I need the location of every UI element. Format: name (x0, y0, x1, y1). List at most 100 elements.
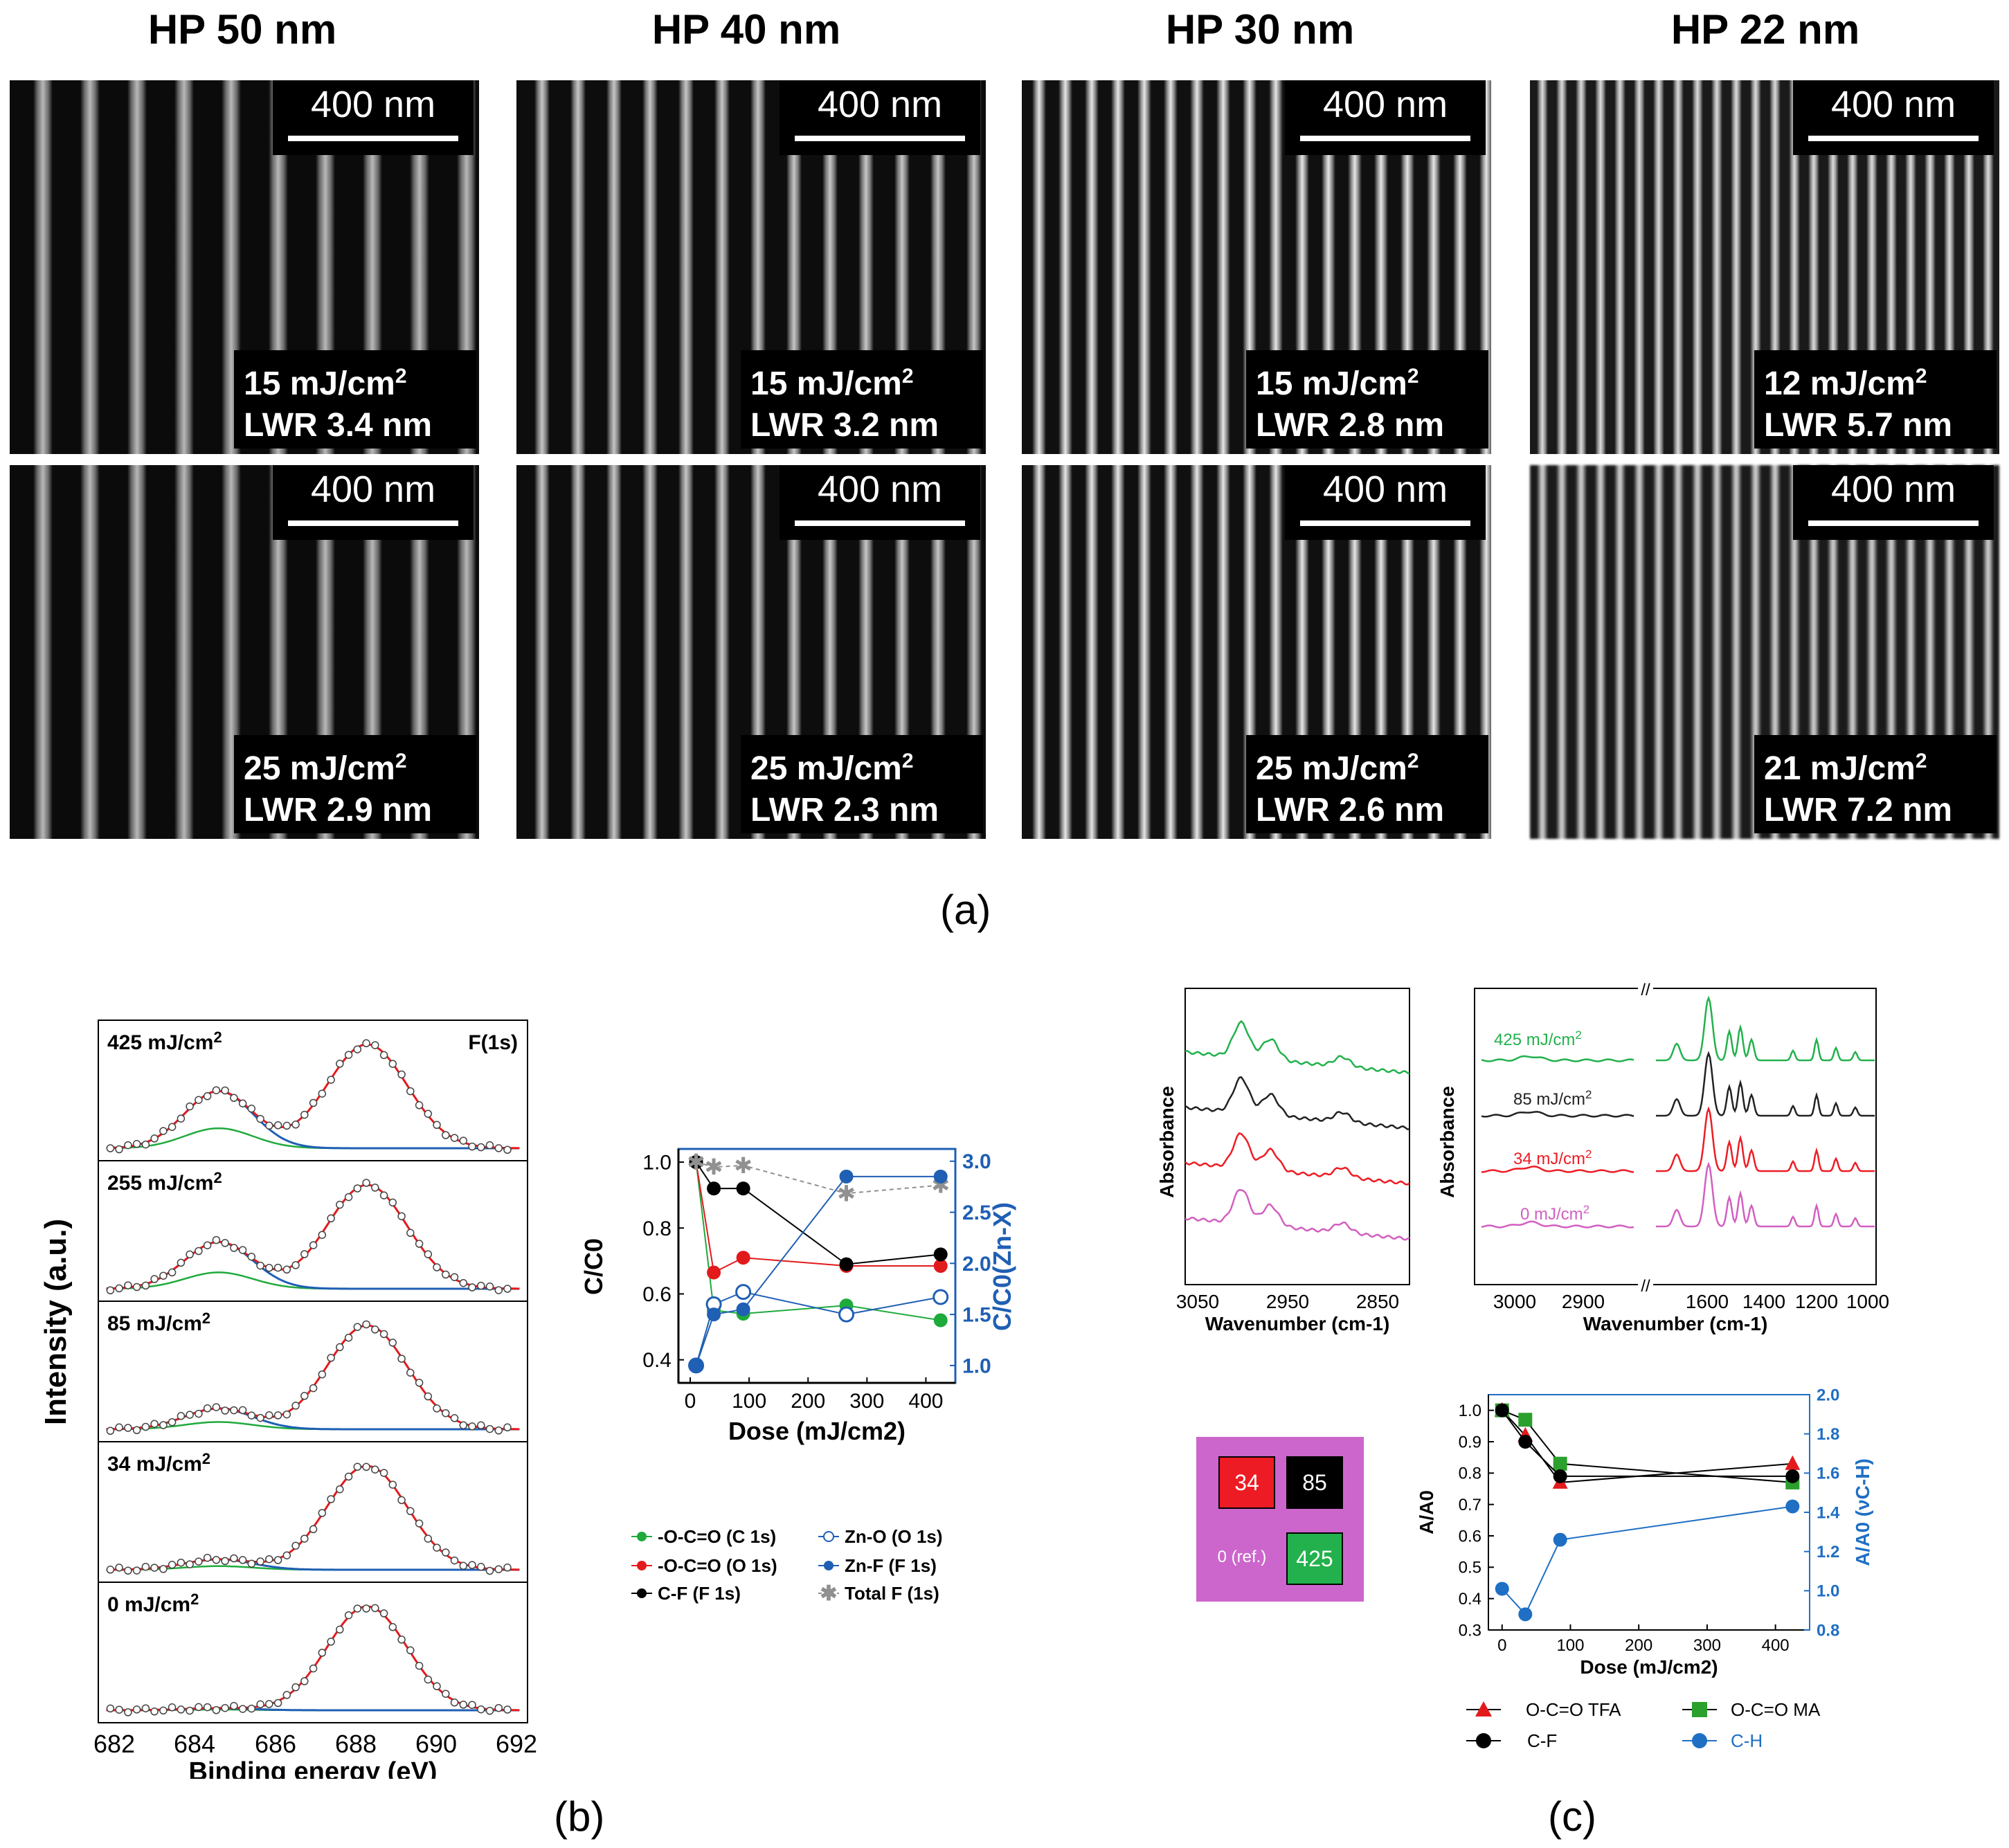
scale-label: 400 nm (1322, 84, 1448, 125)
scale-bar-box: 400 nm (273, 80, 474, 155)
dose-sup: 2 (395, 365, 407, 388)
xps-data-point (195, 1096, 203, 1104)
xps-data-point (230, 1406, 238, 1415)
sem-image-hp40-row1: 400 nm 15 mJ/cm2 LWR 3.2 nm (516, 80, 986, 454)
xps-data-point (415, 1661, 424, 1670)
legend-text: Total F (1s) (845, 1583, 939, 1604)
xps-data-point (442, 1690, 450, 1698)
dose-cell-425: 425 (1286, 1532, 1343, 1585)
lwr-label: LWR 2.6 nm (1256, 792, 1445, 828)
xps-data-point (494, 1703, 503, 1712)
xps-data-point (503, 1705, 512, 1714)
xps-data-point (115, 1423, 123, 1432)
xps-data-point (106, 1426, 115, 1435)
xps-data-point (468, 1283, 476, 1292)
scale-label: 400 nm (310, 469, 436, 510)
xps-data-point (424, 1675, 433, 1684)
xps-xlabel: Binding energy (eV) (189, 1757, 438, 1779)
xps-data-point (282, 1410, 291, 1419)
xps-data-point (115, 1564, 123, 1572)
y2-tick-label: 1.8 (1817, 1425, 1839, 1444)
xps-data-point (468, 1142, 476, 1151)
y-tick-label: 0.7 (1459, 1496, 1481, 1514)
data-point (1785, 1469, 1800, 1483)
xps-data-point (141, 1281, 150, 1290)
xps-xtick: 682 (93, 1730, 135, 1758)
dose-label: 15 mJ/cm (750, 365, 902, 402)
y-tick-label: 0.4 (1459, 1590, 1481, 1609)
dose-label: 15 mJ/cm (1256, 365, 1407, 402)
xps-fit-envelope (106, 1043, 520, 1150)
xps-data-point (291, 1683, 300, 1692)
xps-data-point (221, 1086, 229, 1095)
xps-data-point (344, 1193, 353, 1202)
legend-marker (637, 1588, 647, 1598)
scale-bar (288, 136, 458, 141)
dose-lwr-box: 25 mJ/cm2 LWR 2.9 nm (234, 735, 476, 833)
data-point (1785, 1455, 1801, 1470)
lwr-label: LWR 2.9 nm (244, 792, 433, 828)
xps-data-point (230, 1244, 238, 1252)
lwr-label: LWR 3.2 nm (750, 407, 939, 444)
ftir-right-xtick: 2900 (1562, 1291, 1605, 1312)
xps-data-point (309, 1525, 318, 1534)
xps-data-point (150, 1134, 159, 1143)
xps-data-point (282, 1551, 291, 1559)
xps-data-point (397, 1212, 406, 1220)
xps-data-point (442, 1131, 450, 1139)
data-point (1495, 1582, 1509, 1596)
xps-data-point (221, 1703, 229, 1712)
xps-data-point (106, 1144, 115, 1152)
xps-dose-labels: 425 mJ/cm2 255 mJ/cm2 85 mJ/cm2 34 mJ/cm… (107, 1029, 518, 1616)
aa0-plot-frame (1488, 1394, 1810, 1631)
cc0-ticks: 0 100 200 300 400 0.4 0.6 0.8 1.0 1.0 1.5 2.0 2.5 3.0 (642, 1150, 991, 1413)
xps-data-point (186, 1560, 194, 1568)
xps-data-point (300, 1250, 309, 1258)
data-point (933, 1247, 948, 1262)
ftir-right-xlabel: Wavenumber (cm-1) (1583, 1313, 1768, 1334)
xps-data-point (124, 1708, 132, 1716)
xps-data-point (238, 1705, 247, 1713)
xps-data-point (291, 1121, 300, 1129)
xps-data-point (477, 1143, 485, 1152)
y-tick-label: 0.8 (642, 1217, 672, 1240)
xps-data-point (442, 1408, 450, 1417)
legend-item-znf: Zn-F (F 1s) (818, 1555, 937, 1576)
xps-data-point (379, 1469, 388, 1477)
legend-marker (1692, 1733, 1707, 1748)
xps-data-point (336, 1343, 344, 1352)
scale-label: 400 nm (1830, 469, 1956, 510)
series-line (695, 1161, 941, 1274)
legend-text: O-C=O TFA (1526, 1699, 1621, 1720)
xps-data-point (362, 1604, 370, 1613)
xps-data-point (115, 1705, 123, 1714)
xps-data-point (195, 1703, 203, 1712)
xps-data-point (485, 1283, 494, 1291)
xps-data-point (379, 1051, 388, 1060)
y2-tick-label: 2.0 (962, 1253, 991, 1276)
scale-bar (1808, 520, 1979, 526)
xps-data-point (273, 1121, 282, 1130)
xps-data-point (406, 1368, 415, 1377)
xps-data-point (168, 1703, 177, 1712)
series-line (1502, 1505, 1793, 1616)
data-point (735, 1284, 752, 1301)
xps-xtick: 684 (174, 1730, 215, 1758)
xps-data-point (212, 1556, 221, 1564)
xps-data-point (265, 1555, 273, 1564)
scale-bar-box: 400 nm (1793, 465, 1994, 540)
ftir-left-xlabel: Wavenumber (cm-1) (1205, 1313, 1390, 1334)
xps-data-point (203, 1404, 212, 1413)
data-point (933, 1259, 948, 1273)
dose-lwr-box: 15 mJ/cm2 LWR 3.4 nm (234, 350, 476, 449)
aa0-series (1494, 1402, 1801, 1622)
dose-lwr-box: 15 mJ/cm2 LWR 2.8 nm (1246, 350, 1488, 449)
xps-data-point (168, 1268, 177, 1277)
xps-stack-figure: Intensity (a.u.) 425 mJ/cm2 255 mJ/cm2 8… (39, 1020, 537, 1779)
ftir-left-spectrum (1184, 1076, 1409, 1130)
lwr-label: LWR 3.4 nm (244, 407, 433, 444)
data-point (1553, 1532, 1567, 1547)
xps-data-point (238, 1406, 247, 1415)
x-tick-label: 100 (732, 1390, 766, 1413)
data-point (1495, 1403, 1509, 1417)
